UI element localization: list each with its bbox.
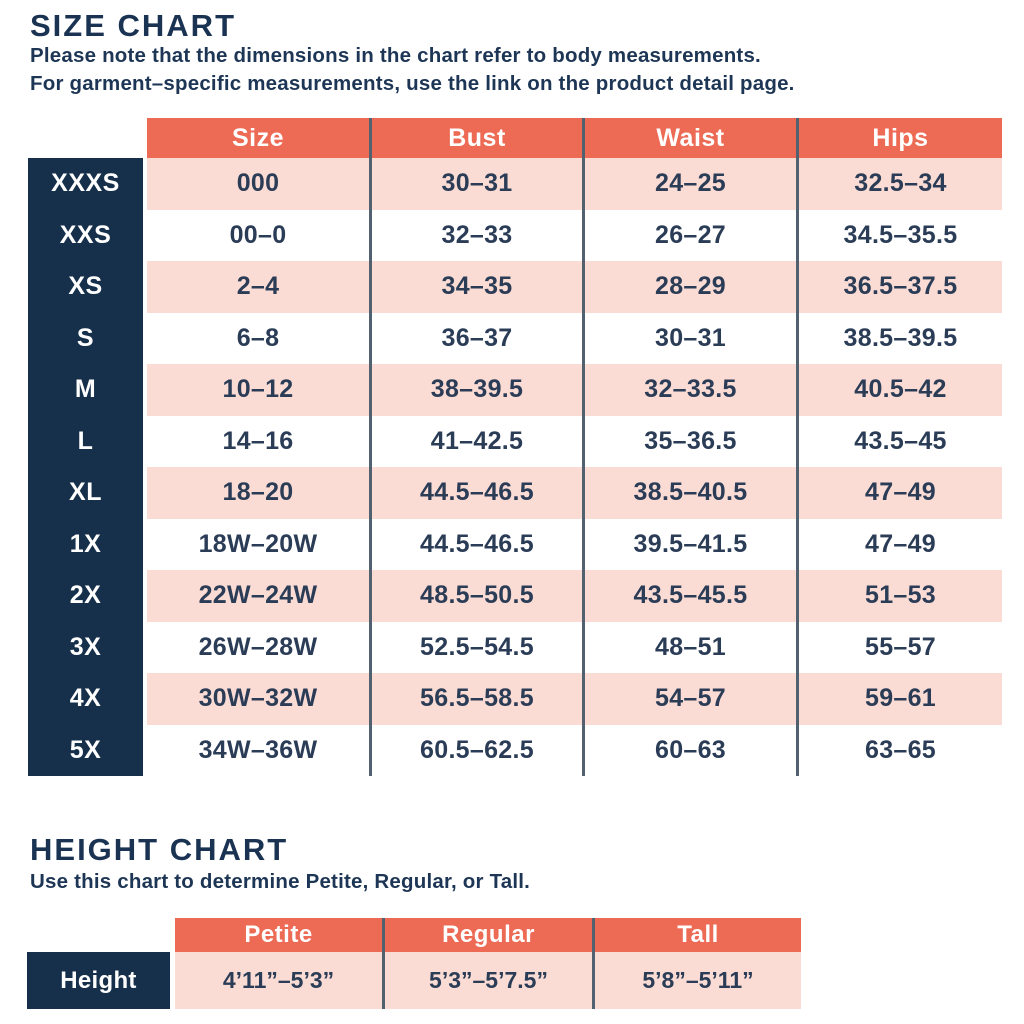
waist-cell: 30–31: [585, 312, 799, 364]
column-header-regular: Regular: [385, 918, 595, 952]
size-row-label: XS: [68, 272, 103, 301]
size-row-label-column: XXXS XXS XS S M L XL 1X 2X 3X 4X 5X: [28, 158, 143, 776]
size-row-label: XXS: [59, 220, 112, 249]
bust-cell: 30–31: [372, 158, 585, 210]
hips-cell: 43.5–45: [854, 426, 947, 455]
height-regular-cell: 5’3”–5’7.5”: [385, 952, 595, 1009]
size-row-label: XXXS: [51, 169, 120, 198]
size-row-label: S: [76, 323, 95, 352]
hips-cell: 36.5–37.5: [843, 272, 958, 301]
size-row-label: XL: [69, 478, 102, 507]
height-petite-cell: 4’11”–5’3”: [175, 952, 385, 1009]
table-row: 10–12 38–39.5 32–33.5 40.5–42: [147, 364, 1002, 416]
size-chart-note: Please note that the dimensions in the c…: [30, 42, 795, 98]
waist-cell: 39.5–41.5: [585, 518, 799, 570]
table-row: 18W–20W 44.5–46.5 39.5–41.5 47–49: [147, 518, 1002, 570]
waist-cell: 43.5–45.5: [585, 570, 799, 622]
hips-cell: 38.5–39.5: [843, 323, 958, 352]
size-cell: 000: [147, 158, 372, 210]
hips-cell: 63–65: [864, 735, 937, 764]
size-cell: 00–0: [147, 209, 372, 261]
bust-cell: 44.5–46.5: [372, 518, 585, 570]
height-table-header: Petite Regular Tall: [175, 918, 801, 952]
hips-cell: 40.5–42: [854, 375, 947, 404]
waist-cell: 35–36.5: [585, 415, 799, 467]
size-cell: 22W–24W: [147, 570, 372, 622]
size-cell: 14–16: [147, 415, 372, 467]
size-row-label: 3X: [69, 632, 102, 661]
column-header-size: Size: [147, 118, 372, 158]
table-row: 30W–32W 56.5–58.5 54–57 59–61: [147, 673, 1002, 725]
column-header-bust: Bust: [372, 118, 585, 158]
bust-cell: 48.5–50.5: [372, 570, 585, 622]
size-chart-note-line1: Please note that the dimensions in the c…: [30, 44, 761, 67]
bust-cell: 52.5–54.5: [372, 621, 585, 673]
waist-cell: 26–27: [585, 209, 799, 261]
height-tall-cell: 5’8”–5’11”: [642, 967, 754, 993]
table-row: 000 30–31 24–25 32.5–34: [147, 158, 1002, 210]
waist-cell: 24–25: [585, 158, 799, 210]
height-row-label: Height: [27, 952, 170, 1009]
table-row: 18–20 44.5–46.5 38.5–40.5 47–49: [147, 467, 1002, 519]
size-chart-note-line2: For garment–specific measurements, use t…: [30, 72, 795, 95]
table-row: 14–16 41–42.5 35–36.5 43.5–45: [147, 415, 1002, 467]
column-header-hips: Hips: [872, 123, 929, 152]
size-row-label: 5X: [69, 735, 102, 764]
hips-cell: 34.5–35.5: [843, 220, 958, 249]
waist-cell: 32–33.5: [585, 364, 799, 416]
bust-cell: 41–42.5: [372, 415, 585, 467]
waist-cell: 48–51: [585, 621, 799, 673]
table-row: 00–0 32–33 26–27 34.5–35.5: [147, 209, 1002, 261]
height-table-row: 4’11”–5’3” 5’3”–5’7.5” 5’8”–5’11”: [175, 952, 801, 1009]
waist-cell: 28–29: [585, 261, 799, 313]
size-chart-title: SIZE CHART: [30, 8, 236, 43]
size-cell: 2–4: [147, 261, 372, 313]
waist-cell: 54–57: [585, 673, 799, 725]
hips-cell: 47–49: [864, 478, 937, 507]
column-header-waist: Waist: [585, 118, 799, 158]
table-row: 26W–28W 52.5–54.5 48–51 55–57: [147, 621, 1002, 673]
table-row: 22W–24W 48.5–50.5 43.5–45.5 51–53: [147, 570, 1002, 622]
table-row: 2–4 34–35 28–29 36.5–37.5: [147, 261, 1002, 313]
size-cell: 34W–36W: [147, 724, 372, 776]
size-row-label: 4X: [69, 684, 102, 713]
bust-cell: 56.5–58.5: [372, 673, 585, 725]
size-table-header: Size Bust Waist Hips: [147, 118, 1002, 158]
waist-cell: 60–63: [585, 724, 799, 776]
size-cell: 6–8: [147, 312, 372, 364]
size-row-label: 2X: [69, 581, 102, 610]
size-cell: 30W–32W: [147, 673, 372, 725]
hips-cell: 51–53: [864, 581, 937, 610]
bust-cell: 36–37: [372, 312, 585, 364]
size-table: Size Bust Waist Hips 000 30–31 24–25 32.…: [147, 118, 1002, 776]
height-chart-note: Use this chart to determine Petite, Regu…: [30, 870, 531, 893]
size-cell: 26W–28W: [147, 621, 372, 673]
bust-cell: 60.5–62.5: [372, 724, 585, 776]
column-header-tall: Tall: [677, 921, 719, 948]
waist-cell: 38.5–40.5: [585, 467, 799, 519]
bust-cell: 38–39.5: [372, 364, 585, 416]
table-row: 34W–36W 60.5–62.5 60–63 63–65: [147, 724, 1002, 776]
size-cell: 10–12: [147, 364, 372, 416]
bust-cell: 34–35: [372, 261, 585, 313]
height-table: Petite Regular Tall 4’11”–5’3” 5’3”–5’7.…: [175, 918, 801, 1009]
size-row-label: L: [77, 426, 94, 455]
hips-cell: 32.5–34: [854, 169, 947, 198]
bust-cell: 44.5–46.5: [372, 467, 585, 519]
size-row-label: M: [74, 375, 97, 404]
size-cell: 18W–20W: [147, 518, 372, 570]
hips-cell: 55–57: [864, 632, 937, 661]
hips-cell: 47–49: [864, 529, 937, 558]
table-row: 6–8 36–37 30–31 38.5–39.5: [147, 312, 1002, 364]
column-header-petite: Petite: [175, 918, 385, 952]
bust-cell: 32–33: [372, 209, 585, 261]
size-cell: 18–20: [147, 467, 372, 519]
size-table-body: 000 30–31 24–25 32.5–34 00–0 32–33 26–27…: [147, 158, 1002, 776]
hips-cell: 59–61: [864, 684, 937, 713]
size-row-label: 1X: [69, 529, 102, 558]
height-chart-title: HEIGHT CHART: [30, 832, 289, 867]
